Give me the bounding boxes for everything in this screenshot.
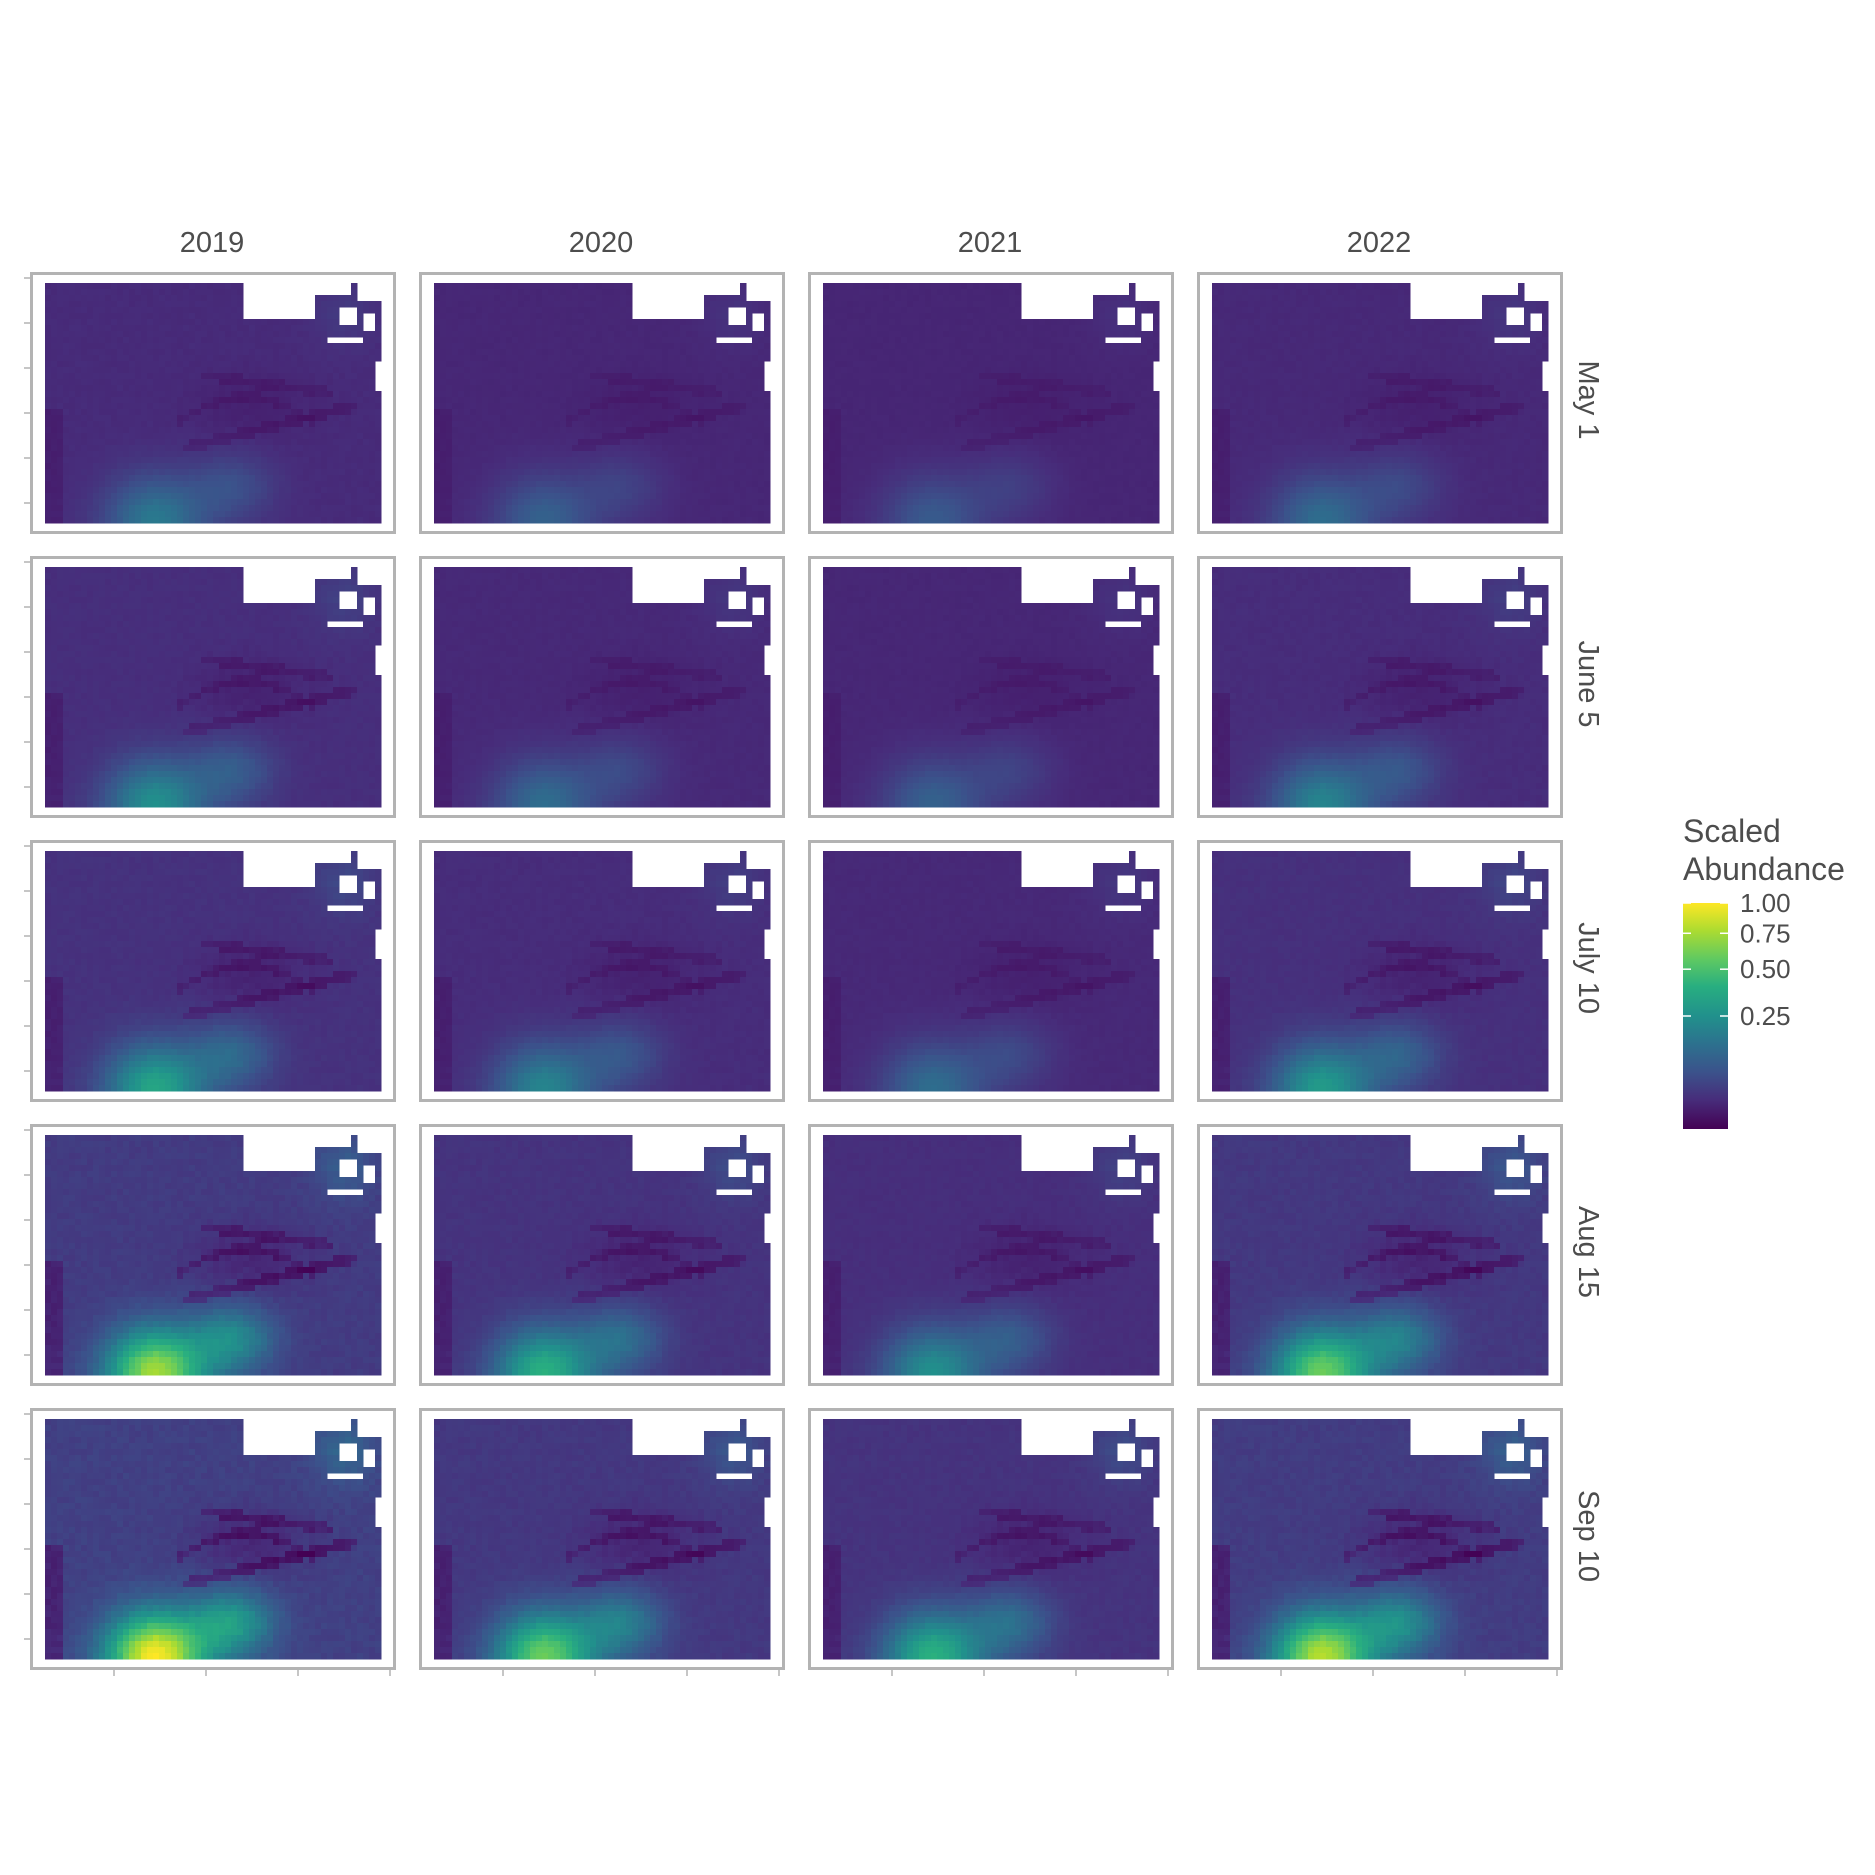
facet-panels: [30, 272, 1563, 1670]
facet-panel-2021-may-1: [808, 272, 1174, 534]
facet-panel-2020-sep-10: [419, 1408, 785, 1670]
facet-panel-2020-june-5: [419, 556, 785, 818]
facet-panel-2019-sep-10: [30, 1408, 396, 1670]
facet-panel-2019-may-1: [30, 272, 396, 534]
legend-title-line-2: Abundance: [1683, 851, 1845, 887]
facet-panel-2020-july-10: [419, 840, 785, 1102]
facet-panel-2020-aug-15: [419, 1124, 785, 1386]
heatmap-cells: [823, 283, 1160, 524]
legend-title-line-1: Scaled: [1683, 813, 1781, 849]
facet-panel-2019-july-10: [30, 840, 396, 1102]
heatmap-cells: [1212, 567, 1549, 808]
facet-panel-2019-aug-15: [30, 1124, 396, 1386]
heatmap-cells: [45, 851, 382, 1092]
heatmap-cells: [823, 1419, 1160, 1660]
facet-row-label-may-1: May 1: [1572, 361, 1604, 440]
heatmap-cells: [434, 1135, 771, 1376]
legend: Scaled Abundance 1.000.75 0.50 0.25: [1683, 813, 1845, 1129]
heatmap-cells: [434, 1419, 771, 1660]
heatmap-cells: [45, 283, 382, 524]
facet-panel-2021-july-10: [808, 840, 1174, 1102]
heatmap-cells: [1212, 851, 1549, 1092]
facet-col-label-2022: 2022: [1347, 227, 1412, 259]
facet-panel-2021-sep-10: [808, 1408, 1174, 1670]
heatmap-cells: [1212, 1419, 1549, 1660]
facet-col-label-2020: 2020: [569, 227, 634, 259]
facet-panel-2022-aug-15: [1197, 1124, 1563, 1386]
facet-panel-2022-sep-10: [1197, 1408, 1563, 1670]
heatmap-cells: [823, 851, 1160, 1092]
legend-ticks: 1.000.75 0.50 0.25: [1683, 888, 1791, 1031]
facet-panel-2021-june-5: [808, 556, 1174, 818]
legend-tick-label: 0.50: [1740, 954, 1791, 984]
heatmap-cells: [823, 1135, 1160, 1376]
heatmap-cells: [434, 567, 771, 808]
facet-row-label-june-5: June 5: [1572, 640, 1604, 727]
heatmap-cells: [45, 1135, 382, 1376]
legend-tick-label: 1.00: [1740, 888, 1791, 918]
facet-col-label-2019: 2019: [180, 227, 245, 259]
heatmap-cells: [434, 851, 771, 1092]
heatmap-cells: [823, 567, 1160, 808]
axis-ticks: [24, 277, 1558, 1676]
facet-panel-2020-may-1: [419, 272, 785, 534]
heatmap-cells: [45, 567, 382, 808]
facet-panel-2022-july-10: [1197, 840, 1563, 1102]
facet-panel-2022-may-1: [1197, 272, 1563, 534]
facet-col-label-2021: 2021: [958, 227, 1023, 259]
heatmap-cells: [434, 283, 771, 524]
facet-panel-2021-aug-15: [808, 1124, 1174, 1386]
facet-panel-2022-june-5: [1197, 556, 1563, 818]
heatmap-cells: [1212, 1135, 1549, 1376]
facet-row-label-sep-10: Sep 10: [1572, 1490, 1604, 1582]
legend-tick-label: 0.75: [1740, 918, 1791, 948]
facet-row-label-aug-15: Aug 15: [1572, 1206, 1604, 1298]
facet-panel-2019-june-5: [30, 556, 396, 818]
heatmap-cells: [45, 1419, 382, 1660]
legend-tick-label: 0.25: [1740, 1001, 1791, 1031]
heatmap-cells: [1212, 283, 1549, 524]
facet-row-label-july-10: July 10: [1572, 922, 1604, 1014]
